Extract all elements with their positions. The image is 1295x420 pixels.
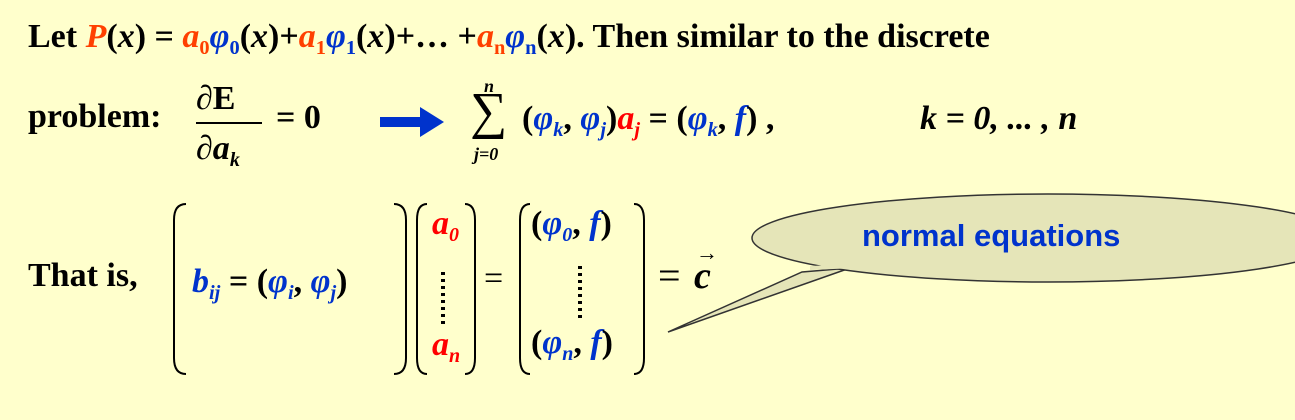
normal-eq-sum: (φk, φj)aj = (φk, f) , — [522, 100, 775, 142]
fraction-bar — [196, 122, 262, 124]
vector-a-brackets — [416, 203, 476, 375]
sum-icon: ∑ — [470, 83, 508, 140]
that-is-label: That is, — [28, 257, 138, 294]
equals-zero: = 0 — [276, 99, 321, 136]
dak-denominator: ∂ak — [196, 130, 240, 171]
problem-label: problem: — [28, 98, 162, 135]
sum-lower: j=0 — [474, 144, 499, 164]
sum-upper: n — [484, 76, 495, 96]
vector-c: c — [694, 255, 711, 297]
dE-numerator: ∂E — [196, 80, 236, 117]
vector-rhs-brackets — [519, 203, 645, 375]
let-text: Let — [28, 18, 86, 55]
equals-sign-2: = — [658, 253, 681, 298]
rhs-first-entry: (φ0, f) — [531, 205, 612, 246]
vector-a-first: a0 — [432, 205, 459, 246]
rhs-last-entry: (φn, f) — [531, 324, 613, 365]
callout-label: normal equations — [862, 218, 1121, 253]
matrix-b-entry: bij = (φi, φj) — [192, 263, 348, 305]
implies-arrow-icon — [380, 107, 444, 137]
intro-line: Let P(x) = a0φ0(x)+a1φ1(x)+… +anφn(x). T… — [28, 18, 990, 60]
callout-bubble — [667, 193, 1295, 333]
matrix-b-brackets — [173, 203, 407, 375]
k-range: k = 0, ... , n — [920, 100, 1078, 137]
then-text: . Then similar to the discrete — [576, 18, 990, 55]
vector-arrow-icon: → — [696, 240, 718, 265]
vector-a-last: an — [432, 326, 461, 367]
p-symbol: P — [85, 18, 107, 55]
equals-sign-1: = — [484, 260, 504, 297]
